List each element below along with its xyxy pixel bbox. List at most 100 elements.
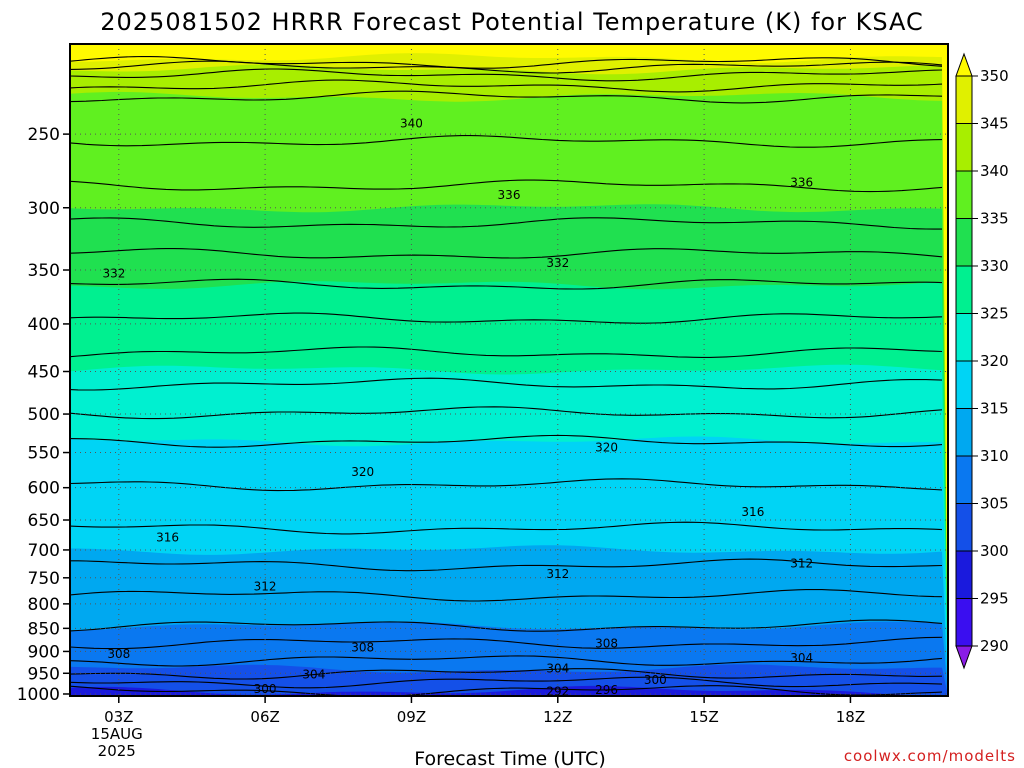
credit-text: coolwx.com/modelts	[844, 747, 1016, 765]
colorbar-tick-label: 340	[980, 162, 1009, 180]
contour-label-group: 304	[546, 662, 569, 676]
isotherm-308	[70, 636, 943, 650]
contour-label: 312	[790, 556, 813, 570]
contour-label-group: 304	[790, 651, 813, 665]
isotherm-344	[70, 68, 943, 82]
contour-label-group: 296	[595, 683, 618, 697]
y-tick-label: 750	[28, 569, 60, 589]
contour-label: 296	[595, 683, 618, 697]
contour-label-group: 320	[351, 465, 374, 479]
contour-label-group: 316	[741, 505, 764, 519]
y-tick-label: 450	[28, 363, 60, 383]
isotherm-322	[70, 406, 943, 420]
contour-label-group: 336	[498, 188, 521, 202]
chart-title: 2025081502 HRRR Forecast Potential Tempe…	[100, 8, 924, 36]
isotherm-324	[70, 377, 943, 391]
colorbar-segment	[955, 360, 973, 409]
x-tick-label: 03Z	[104, 708, 133, 726]
y-tick-label: 350	[28, 261, 60, 281]
colorbar-tick-label: 325	[980, 305, 1009, 323]
x-axis-label: Forecast Time (UTC)	[414, 748, 605, 768]
contour-label: 300	[644, 673, 667, 687]
y-tick-label: 700	[28, 541, 60, 561]
contour-label: 332	[546, 256, 569, 270]
isotherm-302	[70, 676, 943, 689]
contour-label: 308	[351, 640, 374, 654]
contour-label-group: 340	[400, 117, 423, 131]
x-tick-label: 15Z	[689, 708, 718, 726]
contour-label: 340	[400, 117, 423, 131]
colorbar-tick-label: 330	[980, 257, 1009, 275]
isotherm-320	[70, 434, 943, 448]
contour-label-group: 312	[254, 579, 277, 593]
contour-label-group: 308	[351, 640, 374, 654]
isotherm-310	[70, 619, 943, 632]
isotherm-336	[70, 179, 943, 193]
y-tick-label: 500	[28, 405, 60, 425]
colorbar-segment	[955, 313, 973, 362]
contour-label: 312	[546, 567, 569, 581]
y-tick-label: 400	[28, 315, 60, 335]
contour-label-group: 300	[254, 682, 277, 696]
contour-label-group: 316	[156, 530, 179, 544]
filled-contours	[70, 44, 948, 696]
colorbar: 290 295 300 305 310 315 320 325 330 335 340 345 350	[955, 52, 1009, 670]
isotherm-316	[70, 521, 943, 535]
isotherm-334	[70, 217, 942, 230]
isotherm-300	[70, 685, 943, 696]
x-tick-label: 06Z	[250, 708, 279, 726]
isotherm-314	[70, 558, 943, 572]
isotherm-326	[70, 346, 943, 358]
colorbar-segment	[955, 503, 973, 552]
isotherm-340	[70, 90, 943, 104]
colorbar-extend-low	[955, 645, 973, 670]
colorbar-extend-high	[955, 52, 973, 77]
isotherm-332	[70, 248, 943, 259]
y-tick-label: 650	[28, 511, 60, 531]
colorbar-tick-label: 310	[980, 447, 1009, 465]
contour-label: 308	[595, 636, 618, 650]
contour-label: 304	[546, 662, 569, 676]
x-tick-label: 12Z	[543, 708, 572, 726]
contour-label-group: 312	[546, 567, 569, 581]
isotherm-348	[70, 55, 943, 69]
contour-label: 316	[741, 505, 764, 519]
colorbar-tick-label: 315	[980, 400, 1009, 418]
plot-area: 340 336 336 332 332 320 320 316 316 312 312 312 308 3…	[17, 43, 949, 760]
colorbar-tick-label: 335	[980, 210, 1009, 228]
y-tick-label: 550	[28, 444, 60, 464]
colorbar-segment	[955, 265, 973, 314]
grid	[70, 44, 948, 696]
colorbar-segment	[955, 598, 973, 647]
contour-label: 308	[107, 647, 130, 661]
colorbar-segment	[955, 550, 973, 599]
isotherm-346	[70, 60, 943, 74]
contour-label-group: 312	[790, 556, 813, 570]
contour-label-group: 300	[644, 673, 667, 687]
contour-label: 304	[790, 651, 813, 665]
colorbar-tick-label: 345	[980, 115, 1009, 133]
colorbar-segment	[955, 408, 973, 457]
colorbar-tick-label: 320	[980, 352, 1009, 370]
colorbar-segment	[955, 455, 973, 504]
contour-label: 336	[790, 175, 813, 189]
contour-label-group: 336	[790, 175, 813, 189]
colorbar-tick-label: 295	[980, 590, 1009, 608]
isotherm-lines	[70, 55, 943, 696]
fill-band-300	[70, 685, 948, 696]
contour-label-group: 332	[102, 266, 125, 280]
isotherm-342	[70, 79, 943, 93]
colorbar-segment	[955, 218, 973, 267]
contour-label-group: 308	[107, 647, 130, 661]
contour-label: 304	[302, 667, 325, 681]
contour-label-group: 308	[595, 636, 618, 650]
isotherm-312	[70, 589, 943, 602]
contour-label: 320	[351, 465, 374, 479]
y-tick-label: 950	[28, 664, 60, 684]
plot-frame	[69, 43, 949, 697]
colorbar-segment	[955, 170, 973, 219]
contour-label-group: 320	[595, 441, 618, 455]
x-tick-sublabel: 2025	[98, 742, 136, 760]
y-tick-label: 900	[28, 642, 60, 662]
